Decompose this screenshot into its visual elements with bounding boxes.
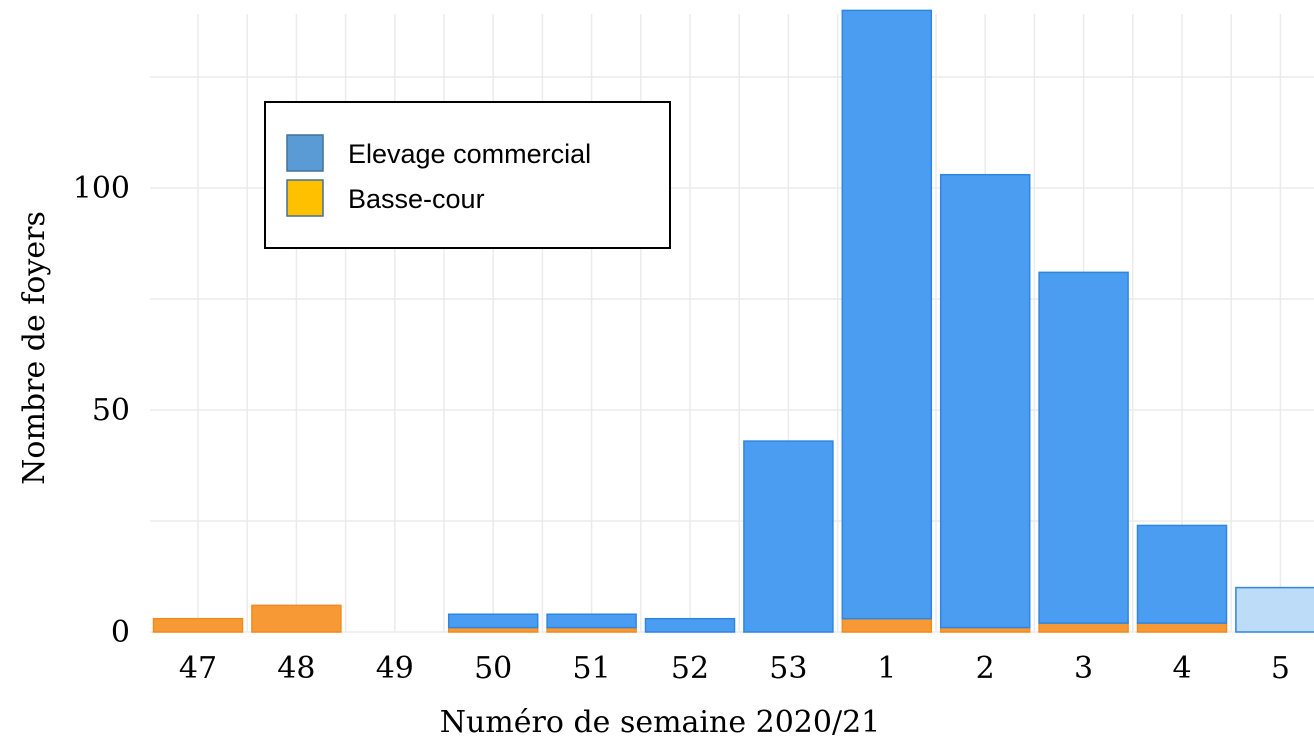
y-tick-label: 50 xyxy=(92,393,130,428)
x-tick-label: 50 xyxy=(474,651,512,686)
y-tick-label: 0 xyxy=(111,615,130,650)
x-tick-label: 49 xyxy=(376,651,414,686)
y-tick-label: 100 xyxy=(73,171,130,206)
x-tick-label: 4 xyxy=(1172,651,1191,686)
x-tick-label: 51 xyxy=(573,651,611,686)
bar-elevage-commercial-3 xyxy=(1038,271,1129,624)
y-tick-labels: 0 50 100 xyxy=(73,171,130,650)
bar-basse-cour-3 xyxy=(1038,622,1129,633)
bar-elevage-commercial-51 xyxy=(546,613,637,629)
x-tick-label: 52 xyxy=(671,651,709,686)
x-axis-title: Numéro de semaine 2020/21 xyxy=(440,705,881,740)
bar-elevage-commercial-53 xyxy=(743,440,834,633)
bar-basse-cour-47 xyxy=(152,617,244,633)
bar-elevage-commercial-50 xyxy=(447,613,539,629)
x-tick-label: 48 xyxy=(277,651,315,686)
legend-label-basse-cour: Basse-cour xyxy=(348,184,485,214)
y-axis-title: Nombre de foyers xyxy=(17,211,52,485)
x-tick-label: 3 xyxy=(1074,651,1093,686)
bar-elevage-commercial-52 xyxy=(644,617,736,633)
x-tick-label: 2 xyxy=(976,651,995,686)
x-tick-label: 53 xyxy=(769,651,807,686)
legend-swatch-basse-cour xyxy=(286,179,324,217)
legend-box xyxy=(264,101,671,249)
bar-elevage-commercial-1 xyxy=(841,9,933,620)
bar-elevage-commercial-2 xyxy=(939,173,1031,629)
bar-elevage-commercial-5 xyxy=(1235,586,1314,633)
bar-basse-cour-4 xyxy=(1136,622,1228,633)
bar-basse-cour-1 xyxy=(841,617,933,633)
bar-elevage-commercial-4 xyxy=(1136,524,1228,624)
bar-basse-cour-48 xyxy=(251,604,342,633)
legend-swatch-elevage-commercial xyxy=(286,134,324,172)
x-tick-label: 47 xyxy=(179,651,217,686)
legend: Elevage commercial Basse-cour xyxy=(264,101,671,249)
x-tick-label: 1 xyxy=(877,651,896,686)
legend-label-elevage-commercial: Elevage commercial xyxy=(348,139,591,169)
x-tick-labels: 47 48 49 50 51 52 53 1 2 3 4 5 xyxy=(179,651,1290,686)
x-tick-label: 5 xyxy=(1271,651,1290,686)
bar-layer xyxy=(152,9,1314,633)
